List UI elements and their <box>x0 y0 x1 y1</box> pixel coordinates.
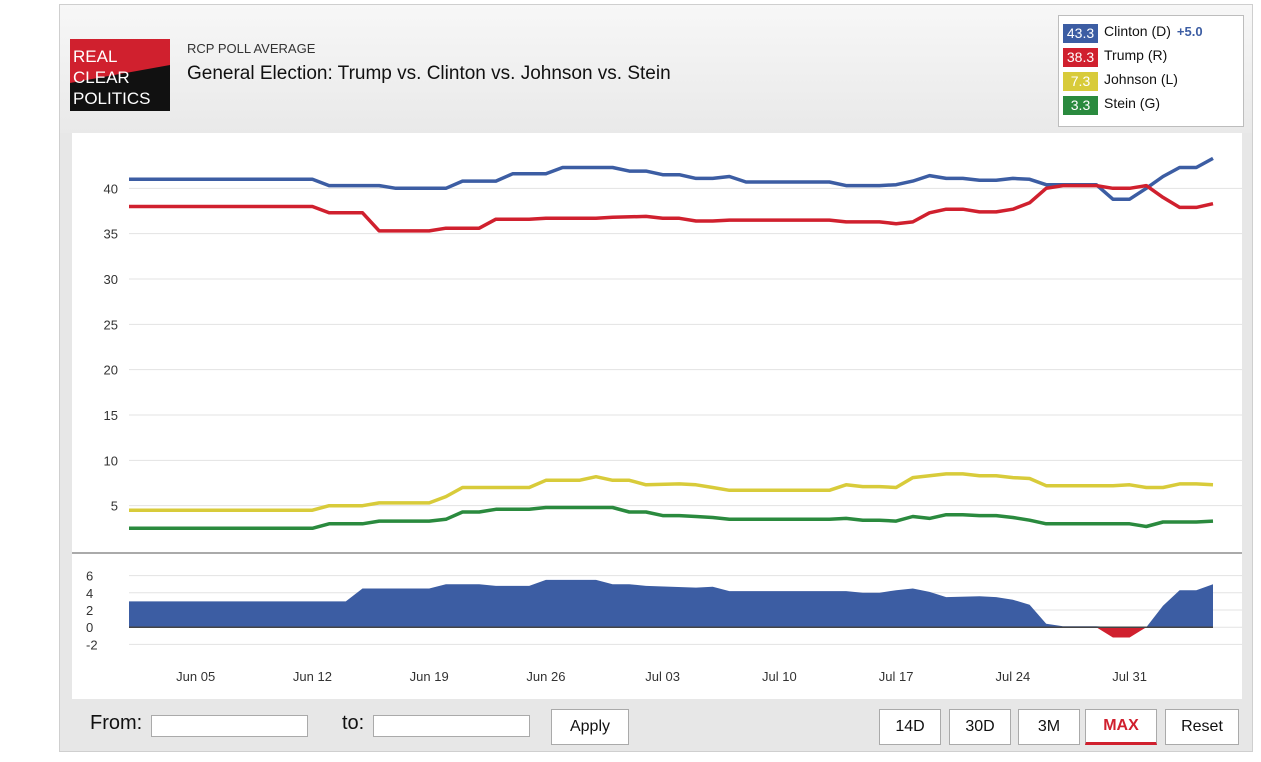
legend-item-johnson[interactable]: 7.3 Johnson (L) <box>1059 70 1243 94</box>
x-tick-label: Jul 03 <box>645 669 680 684</box>
series-line-stein <box>129 505 1214 531</box>
y-tick-label: 5 <box>111 499 118 514</box>
series-line-trump <box>129 183 1214 233</box>
y-tick-label: 35 <box>104 227 118 242</box>
spread-y-tick-label: 6 <box>86 569 93 584</box>
spread-area-clinton <box>129 579 1213 628</box>
x-tick-label: Jun 19 <box>410 669 449 684</box>
date-controls: From: to: Apply 14D 30D 3M MAX Reset <box>60 699 1252 751</box>
x-tick-label: Jul 24 <box>996 669 1031 684</box>
y-tick-label: 20 <box>104 363 118 378</box>
rcp-logo: REAL CLEAR POLITICS <box>70 39 170 111</box>
range-30d-button[interactable]: 30D <box>949 709 1011 745</box>
logo-line-1: REAL <box>73 47 117 66</box>
x-tick-label: Jul 17 <box>879 669 914 684</box>
spread-area-trump <box>129 627 1213 638</box>
reset-button[interactable]: Reset <box>1165 709 1239 745</box>
legend-name-stein: Stein (G) <box>1104 95 1161 111</box>
rcp-logo-graphic: REAL CLEAR POLITICS <box>70 39 170 111</box>
y-tick-label: 10 <box>104 453 118 468</box>
logo-line-2: CLEAR <box>73 68 130 87</box>
x-tick-label: Jul 31 <box>1112 669 1147 684</box>
x-tick-label: Jun 12 <box>293 669 332 684</box>
range-14d-button[interactable]: 14D <box>879 709 941 745</box>
chart-area: 5 10 15 20 25 30 35 40 -2 0 2 4 6 Jun 05 Jun 12 Jun 19 J… <box>72 133 1242 699</box>
legend: 43.3 Clinton (D) +5.0 38.3 Trump (R) 7.3 … <box>1058 15 1244 127</box>
y-tick-label: 25 <box>104 317 118 332</box>
y-tick-label: 30 <box>104 272 118 287</box>
legend-name-johnson: Johnson (L) <box>1104 71 1178 87</box>
logo-line-3: POLITICS <box>73 89 150 108</box>
chart-subtitle: RCP POLL AVERAGE <box>187 41 316 56</box>
spread-y-tick-label: 0 <box>86 620 93 635</box>
spread-y-tick-label: -2 <box>86 637 98 652</box>
legend-name-clinton: Clinton (D) <box>1104 23 1171 39</box>
chart-title: General Election: Trump vs. Clinton vs. … <box>187 63 671 84</box>
range-max-button[interactable]: MAX <box>1085 709 1157 745</box>
legend-value-johnson: 7.3 <box>1063 72 1098 91</box>
legend-spread: +5.0 <box>1176 24 1203 39</box>
from-label: From: <box>90 712 143 734</box>
x-tick-label: Jun 26 <box>526 669 565 684</box>
legend-value-clinton: 43.3 <box>1063 24 1098 43</box>
line-chart: 5 10 15 20 25 30 35 40 -2 0 2 4 6 Jun 05 Jun 12 Jun 19 J… <box>72 156 1242 684</box>
y-tick-label: 40 <box>104 181 118 196</box>
apply-button[interactable]: Apply <box>551 709 629 745</box>
range-3m-button[interactable]: 3M <box>1018 709 1080 745</box>
spread-y-tick-label: 2 <box>86 603 93 618</box>
y-tick-label: 15 <box>104 408 118 423</box>
x-tick-label: Jun 05 <box>176 669 215 684</box>
from-date-input[interactable] <box>151 715 308 737</box>
to-label: to: <box>342 712 365 734</box>
legend-item-trump[interactable]: 38.3 Trump (R) <box>1059 46 1243 70</box>
legend-name-trump: Trump (R) <box>1104 47 1168 63</box>
legend-value-stein: 3.3 <box>1063 96 1098 115</box>
legend-item-stein[interactable]: 3.3 Stein (G) <box>1059 94 1243 118</box>
chart-widget: REAL CLEAR POLITICS RCP POLL AVERAGE Gen… <box>59 4 1253 752</box>
series-line-johnson <box>129 472 1214 512</box>
legend-item-clinton[interactable]: 43.3 Clinton (D) +5.0 <box>1059 22 1243 46</box>
x-tick-label: Jul 10 <box>762 669 797 684</box>
series-line-clinton <box>129 156 1214 201</box>
legend-value-trump: 38.3 <box>1063 48 1098 67</box>
to-date-input[interactable] <box>373 715 530 737</box>
chart-header: REAL CLEAR POLITICS RCP POLL AVERAGE Gen… <box>60 5 1252 133</box>
spread-y-tick-label: 4 <box>86 586 93 601</box>
